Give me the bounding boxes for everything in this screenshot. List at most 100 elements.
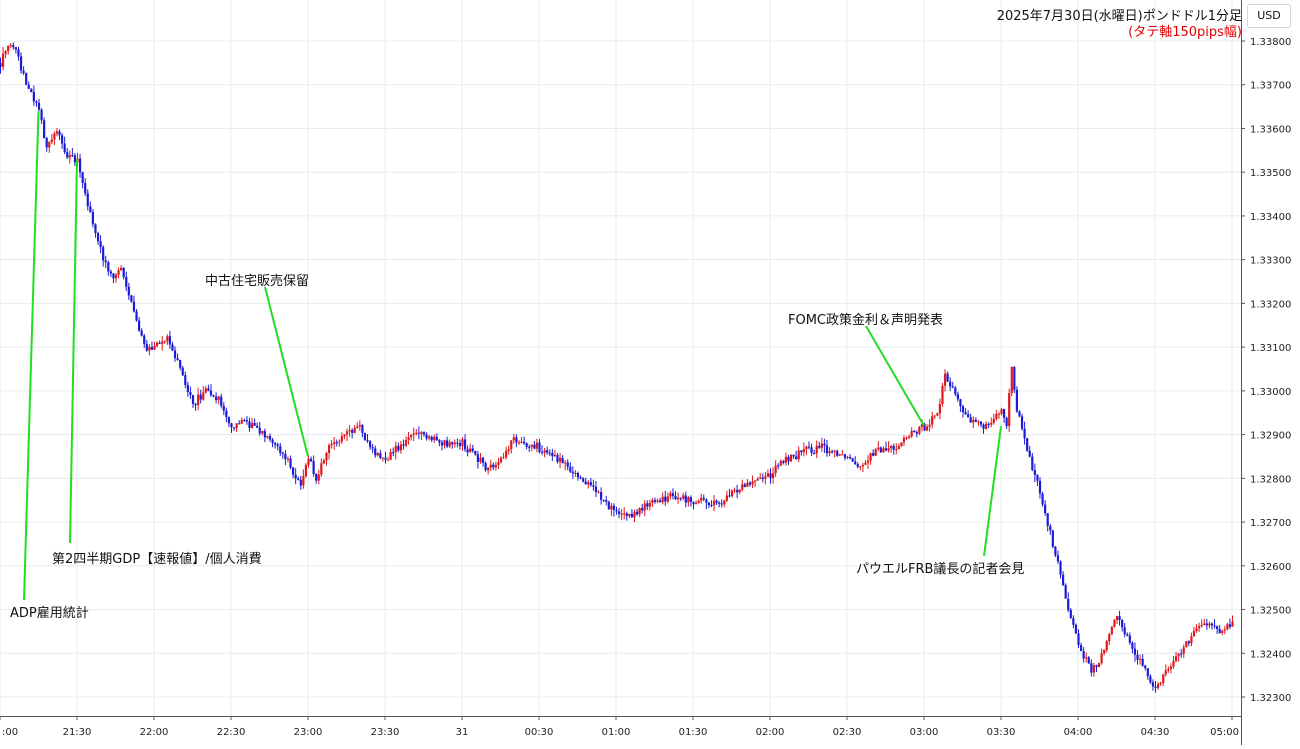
candle-body <box>338 441 341 443</box>
candle-body <box>743 484 746 487</box>
y-tick-label: 1.33400 <box>1250 212 1291 223</box>
candle <box>859 466 862 471</box>
candle-body <box>543 450 546 453</box>
candle <box>166 334 169 345</box>
candle <box>1067 592 1070 613</box>
candle-body <box>345 431 349 435</box>
candle-body <box>14 47 17 50</box>
candle <box>751 475 754 489</box>
candle <box>977 419 980 427</box>
candle <box>284 450 287 466</box>
candle <box>494 461 497 471</box>
candle <box>505 446 508 460</box>
candle-body <box>1074 624 1078 634</box>
currency-button[interactable]: USD <box>1247 4 1291 28</box>
candle <box>286 456 290 463</box>
candle-body <box>884 448 888 451</box>
candle <box>271 438 274 448</box>
candle <box>1 46 5 71</box>
candle-body <box>315 473 318 481</box>
candle <box>997 412 1001 420</box>
candle-body <box>148 346 151 351</box>
candle <box>869 452 872 465</box>
candle-body <box>63 143 66 153</box>
candle <box>864 460 867 466</box>
candle-body <box>533 444 536 449</box>
candle-body <box>977 421 980 423</box>
candle-body <box>304 464 308 477</box>
candle <box>363 432 367 441</box>
candle <box>132 295 136 313</box>
candle <box>633 509 636 523</box>
candle <box>189 386 192 399</box>
candle-body <box>733 489 736 491</box>
candle <box>897 443 900 450</box>
candle-body <box>1079 645 1083 651</box>
candle-body <box>248 421 251 428</box>
candle <box>333 437 336 450</box>
candle <box>918 425 921 436</box>
candle-body <box>86 193 89 207</box>
chart-title: 2025年7月30日(水曜日)ポンドドル1分足 <box>996 9 1242 24</box>
candle-body <box>1077 633 1080 646</box>
candle-body <box>682 495 685 499</box>
candle <box>7 45 10 55</box>
candle <box>938 398 941 420</box>
annotation-adp: ADP雇用統計 <box>10 606 89 621</box>
candle <box>556 452 559 464</box>
annotation-powell: パウエルFRB議長の記者会見 <box>856 562 1025 577</box>
candle <box>430 435 433 442</box>
candle <box>730 489 734 498</box>
candle <box>923 422 926 432</box>
candle <box>1154 681 1157 693</box>
candle-body <box>22 70 25 74</box>
candle <box>499 456 503 464</box>
candle-body <box>220 396 223 406</box>
candle-body <box>435 436 438 440</box>
x-tick-label: 04:30 <box>1141 727 1170 738</box>
candle <box>279 443 282 456</box>
candle <box>73 153 77 167</box>
candle-body <box>592 485 595 487</box>
candle <box>1103 649 1106 656</box>
candle-body <box>325 452 328 461</box>
candle <box>571 466 574 479</box>
candle-body <box>371 447 374 449</box>
candle-body <box>410 434 413 438</box>
candle-body <box>1159 683 1162 685</box>
candle <box>1074 623 1078 634</box>
candle-body <box>825 445 829 454</box>
y-tick-label: 1.32400 <box>1250 649 1291 660</box>
candle <box>461 436 464 451</box>
candle-body <box>502 457 505 459</box>
candle <box>1159 681 1162 687</box>
candle <box>320 458 323 477</box>
y-tick-label: 1.32700 <box>1250 518 1291 529</box>
candle-body <box>920 423 924 427</box>
candle-body <box>943 373 947 386</box>
candle-body <box>705 499 708 503</box>
candle <box>209 384 213 398</box>
candle <box>820 437 823 452</box>
candle <box>1064 583 1067 599</box>
candle-body <box>1002 409 1006 418</box>
candle <box>841 449 844 456</box>
candle-body <box>404 439 408 446</box>
candle-body <box>1113 620 1116 627</box>
candle <box>736 484 739 499</box>
candle <box>309 456 313 463</box>
candle-body <box>1049 525 1052 531</box>
candle-body <box>163 341 166 343</box>
candle <box>48 141 51 153</box>
candle <box>902 435 906 447</box>
candle <box>14 46 17 54</box>
candle <box>1105 639 1108 653</box>
candle-body <box>327 445 331 453</box>
candle <box>356 422 359 429</box>
candle <box>959 398 962 412</box>
candle <box>710 500 713 508</box>
candle-body <box>268 436 272 440</box>
candle-body <box>892 446 895 450</box>
candle-body <box>625 513 628 516</box>
candle-body <box>666 496 669 502</box>
